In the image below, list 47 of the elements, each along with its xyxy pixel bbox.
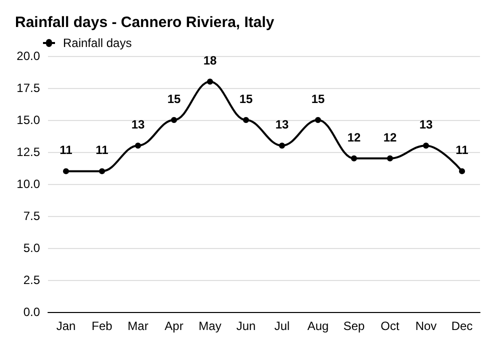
y-tick-label: 0.0 xyxy=(23,305,40,319)
y-tick-label: 7.5 xyxy=(23,209,40,223)
x-tick-label: Sep xyxy=(343,319,365,333)
y-tick-label: 12.5 xyxy=(16,145,40,159)
x-tick-label: Mar xyxy=(128,319,148,333)
point xyxy=(315,117,321,123)
data-label: 15 xyxy=(167,92,181,106)
point xyxy=(171,117,177,123)
point xyxy=(99,168,105,174)
point xyxy=(423,142,429,149)
point xyxy=(279,142,285,149)
x-tick-label: May xyxy=(198,319,222,333)
data-label: 11 xyxy=(60,143,73,158)
x-tick-label: Nov xyxy=(415,319,437,333)
data-label: 12 xyxy=(347,130,361,144)
y-tick-label: 10.0 xyxy=(16,177,40,191)
data-label: 15 xyxy=(311,92,325,106)
legend-label: Rainfall days xyxy=(63,36,132,50)
point xyxy=(243,117,249,123)
x-tick-label: Feb xyxy=(92,319,113,333)
data-label: 13 xyxy=(275,118,289,132)
data-label: 11 xyxy=(456,143,469,158)
x-tick-label: Dec xyxy=(451,319,473,333)
data-label: 13 xyxy=(419,118,433,132)
y-tick-label: 2.5 xyxy=(23,273,40,287)
y-tick-label: 17.5 xyxy=(16,81,40,95)
point xyxy=(459,168,465,174)
point xyxy=(207,78,213,85)
y-tick-label: 15.0 xyxy=(16,113,40,127)
x-tick-label: Jul xyxy=(274,319,290,333)
x-tick-label: Aug xyxy=(307,319,329,333)
y-tick-label: 5.0 xyxy=(23,241,40,255)
data-label: 18 xyxy=(203,54,217,68)
data-label: 11 xyxy=(96,143,109,158)
data-label: 12 xyxy=(383,130,397,144)
x-tick-label: Jan xyxy=(56,319,76,333)
chart-title: Rainfall days - Cannero Riviera, Italy xyxy=(15,14,275,31)
point xyxy=(135,142,141,149)
point xyxy=(351,155,357,162)
x-tick-label: Jun xyxy=(236,319,256,333)
data-label: 13 xyxy=(131,118,145,132)
point xyxy=(387,155,393,162)
x-tick-label: Apr xyxy=(164,319,184,333)
y-tick-label: 20.0 xyxy=(16,49,40,63)
data-label: 15 xyxy=(239,92,253,106)
x-tick-label: Oct xyxy=(380,319,400,333)
point xyxy=(63,168,69,174)
